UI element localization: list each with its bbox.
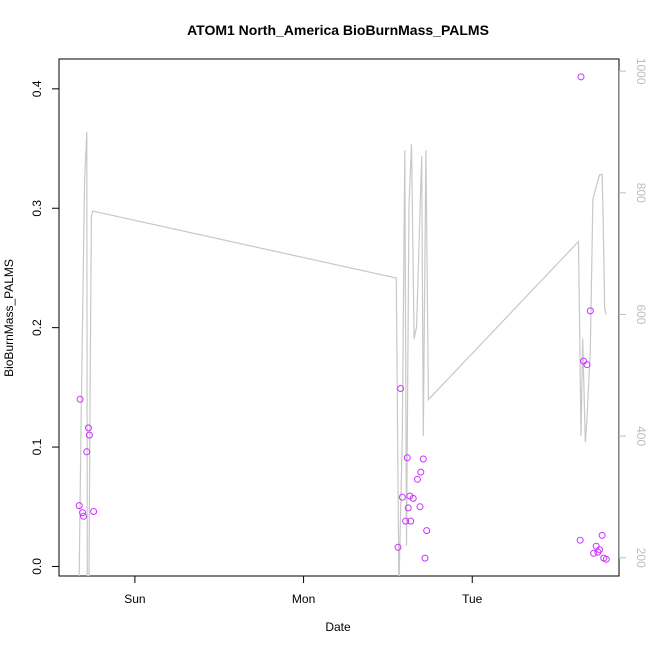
data-point [85,431,93,439]
data-point [80,512,87,520]
data-point [90,508,98,515]
data-point [413,475,421,483]
data-point [417,468,425,476]
y-axis-right: 200 400 600 800 1000 [619,58,648,568]
data-point [407,517,415,525]
data-point [577,73,585,81]
y-tick-label: 0.2 [30,319,44,336]
data-point [404,504,412,512]
data-point [416,503,424,511]
data-point [402,517,410,525]
data-point [79,509,87,517]
data-point [419,455,427,463]
data-point [423,527,431,535]
line-layer [78,131,607,576]
y-right-tick-label: 1000 [634,58,648,85]
y-tick-label: 0.0 [30,558,44,575]
data-point [421,554,429,562]
x-tick-label: Mon [292,592,315,606]
points-layer [75,73,610,563]
x-tick-label: Sun [124,592,145,606]
data-point [598,531,606,539]
data-point [76,395,84,403]
data-point [397,385,405,392]
x-axis-label: Date [325,620,351,634]
data-point [602,555,610,563]
y-right-tick-label: 800 [634,183,648,203]
y-tick-label: 0.1 [30,438,44,455]
y-right-tick-label: 400 [634,426,648,446]
data-point [590,549,598,557]
series-line [78,131,607,576]
data-point [83,448,91,456]
data-point [583,361,591,369]
y-axis-left: 0.0 0.1 0.2 0.3 0.4 [30,80,59,575]
data-point [394,543,402,551]
data-point [586,307,594,315]
data-point [576,536,584,544]
y-axis-label: BioBurnMass_PALMS [2,259,16,377]
y-tick-label: 0.3 [30,200,44,217]
x-tick-label: Tue [462,592,483,606]
x-axis: Sun Mon Tue [124,576,483,606]
y-right-tick-label: 600 [634,304,648,324]
data-point [75,502,83,510]
data-point [85,424,92,432]
y-tick-label: 0.4 [30,80,44,97]
data-point [409,494,417,502]
plot-frame [58,58,620,577]
y-right-tick-label: 200 [634,548,648,568]
data-point [398,493,406,501]
data-point [592,542,600,550]
chart-title: ATOM1 North_America BioBurnMass_PALMS [187,22,489,38]
data-point [403,454,411,462]
data-point [596,546,604,554]
